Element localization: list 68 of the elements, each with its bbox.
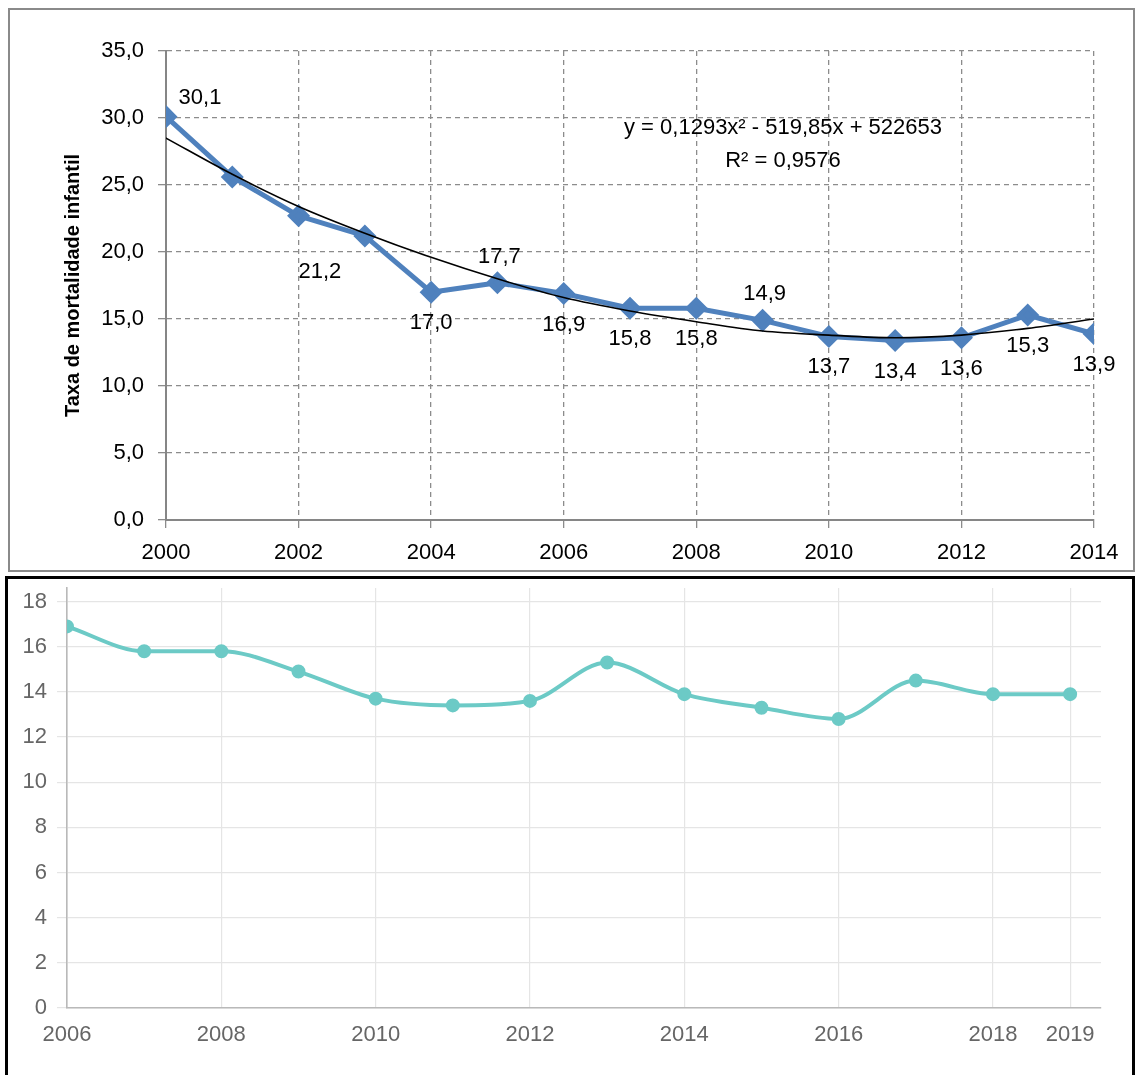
point [754, 700, 769, 715]
y-tick-label: 25,0 [101, 171, 144, 197]
y-axis-title: Taxa de mortalidade infantil [60, 153, 83, 418]
y-tick-label: 35,0 [101, 37, 144, 63]
x-tick-label: 2012 [936, 539, 986, 565]
point [1017, 304, 1039, 326]
point [420, 281, 442, 303]
data-label: 30,1 [178, 83, 222, 109]
x-tick-label: 2006 [42, 1021, 92, 1047]
point [137, 644, 152, 659]
y-tick-label: 15,0 [101, 305, 144, 331]
point [214, 644, 229, 659]
data-label: 15,8 [674, 325, 718, 351]
x-tick-label: 2010 [351, 1021, 401, 1047]
annotation: R² = 0,9576 [725, 147, 841, 173]
y-tick-label: 0,0 [113, 506, 144, 532]
point [677, 687, 692, 702]
y-tick-label: 10,0 [101, 372, 144, 398]
y-tick-label: 30,0 [101, 104, 144, 130]
data-label: 17,7 [478, 242, 521, 268]
y-tick-label: 14 [22, 677, 47, 703]
point [752, 309, 774, 331]
x-tick-label: 2016 [814, 1021, 864, 1047]
point [522, 693, 537, 708]
y-tick-label: 5,0 [113, 439, 144, 465]
data-label: 14,9 [743, 280, 786, 306]
x-tick-label: 2002 [274, 539, 324, 565]
data-label: 21,2 [298, 257, 342, 283]
x-tick-label: 2006 [539, 539, 589, 565]
x-tick-label: 2008 [196, 1021, 246, 1047]
x-tick-label: 2004 [406, 539, 456, 565]
y-tick-label: 18 [22, 587, 47, 613]
y-tick-label: 6 [34, 858, 47, 884]
y-tick-label: 0 [34, 994, 47, 1020]
x-tick-label: 2014 [1069, 539, 1119, 565]
data-label: 15,8 [608, 325, 652, 351]
data-label: 13,6 [940, 354, 983, 380]
x-tick-label: 2012 [505, 1021, 555, 1047]
point [288, 205, 310, 227]
y-tick-label: 8 [34, 813, 47, 839]
x-tick-label: 2008 [671, 539, 721, 565]
y-tick-label: 10 [22, 768, 47, 794]
y-tick-label: 4 [34, 903, 47, 929]
x-tick-label: 2014 [659, 1021, 709, 1047]
annotation: y = 0,1293x² - 519,85x + 522653 [623, 114, 943, 140]
point [831, 711, 846, 726]
point [908, 673, 923, 688]
data-label: 13,4 [873, 357, 917, 383]
data-label: 15,3 [1006, 332, 1050, 358]
data-label: 13,9 [1072, 350, 1116, 376]
point [685, 297, 707, 319]
x-tick-label: 2010 [804, 539, 854, 565]
y-tick-label: 16 [22, 632, 47, 658]
point [1063, 687, 1078, 702]
data-label: 13,7 [807, 353, 851, 379]
x-tick-label: 2000 [141, 539, 191, 565]
y-tick-label: 2 [34, 948, 47, 974]
point [985, 687, 1000, 702]
data-label: 17,0 [409, 309, 453, 335]
point [445, 698, 460, 713]
y-tick-label: 12 [22, 723, 47, 749]
point [368, 691, 383, 706]
x-tick-label: 2019 [1045, 1021, 1095, 1047]
y-tick-label: 20,0 [101, 238, 144, 264]
x-tick-label: 2018 [968, 1021, 1018, 1047]
point [291, 664, 306, 679]
point [600, 655, 615, 670]
data-label: 16,9 [542, 310, 586, 336]
